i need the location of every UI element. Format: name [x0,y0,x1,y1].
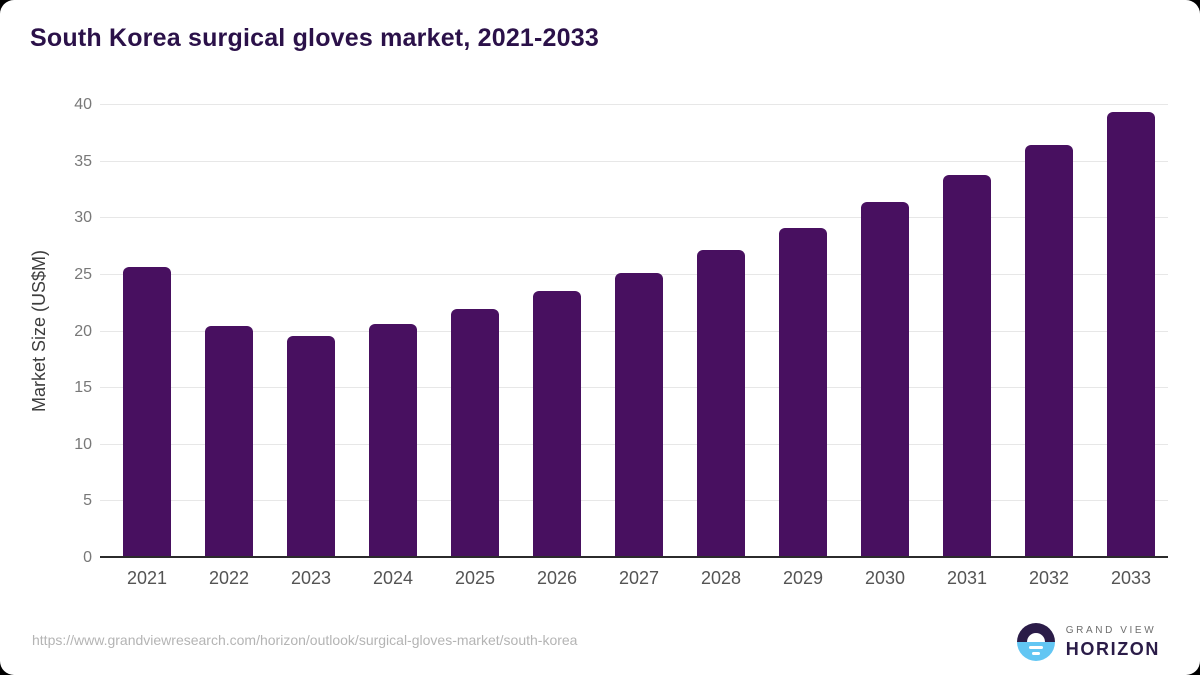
gridline [100,104,1168,105]
bar-2031 [943,175,991,558]
x-tick-label: 2022 [208,568,250,588]
bar-2029 [779,228,827,558]
gridline [100,160,1168,162]
x-axis-labels: 2021 2022 2023 2024 2025 2026 2027 2028 2029 2030… [100,568,1168,594]
logo-brand-bottom: HORIZON [1065,638,1160,659]
bar-2022 [205,325,253,558]
x-tick-label: 2026 [536,568,578,588]
x-tick-label: 2032 [1028,568,1070,588]
x-axis-line [100,556,1168,558]
x-tick-label: 2029 [782,568,824,588]
horizon-sun-icon [1016,623,1055,661]
chart-title: South Korea surgical gloves market, 2021… [30,24,599,52]
bar-2023 [287,336,335,558]
y-tick-label: 20 [74,322,92,340]
grand-view-horizon-logo: GRAND VIEW HORIZON [1016,620,1160,664]
bar-2024 [369,323,417,558]
y-tick-label: 35 [74,152,92,170]
x-tick-label: 2030 [864,568,906,588]
plot-area [100,104,1168,558]
logo-text: GRAND VIEW HORIZON [1066,625,1160,660]
bar-2033 [1107,111,1155,558]
bar-2032 [1025,144,1073,558]
logo-brand-top: GRAND VIEW [1065,624,1157,636]
bar-2028 [697,249,745,558]
y-tick-label: 10 [74,435,92,453]
bar-2025 [451,308,499,558]
bar-2021 [123,266,171,558]
x-tick-label: 2021 [126,568,168,588]
bar-2030 [861,202,909,558]
y-tick-label: 25 [74,265,92,283]
x-tick-label: 2025 [454,568,496,588]
source-url: https://www.grandviewresearch.com/horizo… [32,632,578,648]
x-tick-label: 2031 [946,568,988,588]
sun-ray-icon [1031,651,1040,655]
y-tick-label: 30 [74,209,92,227]
y-tick-label: 5 [83,492,92,510]
x-tick-label: 2033 [1110,568,1152,588]
x-tick-label: 2027 [618,568,660,588]
y-tick-label: 40 [74,96,92,113]
gridline [100,217,1168,219]
sun-dome-icon [1026,632,1045,642]
bar-2027 [615,272,663,558]
x-tick-label: 2023 [290,568,332,588]
x-tick-label: 2024 [372,568,414,588]
sun-ray-icon [1028,645,1043,649]
x-tick-label: 2028 [700,568,742,588]
y-axis-ticks: 0 5 10 15 20 25 30 35 40 [0,96,92,566]
bar-2026 [533,290,581,558]
y-tick-label: 0 [83,549,92,566]
y-tick-label: 15 [74,379,92,397]
